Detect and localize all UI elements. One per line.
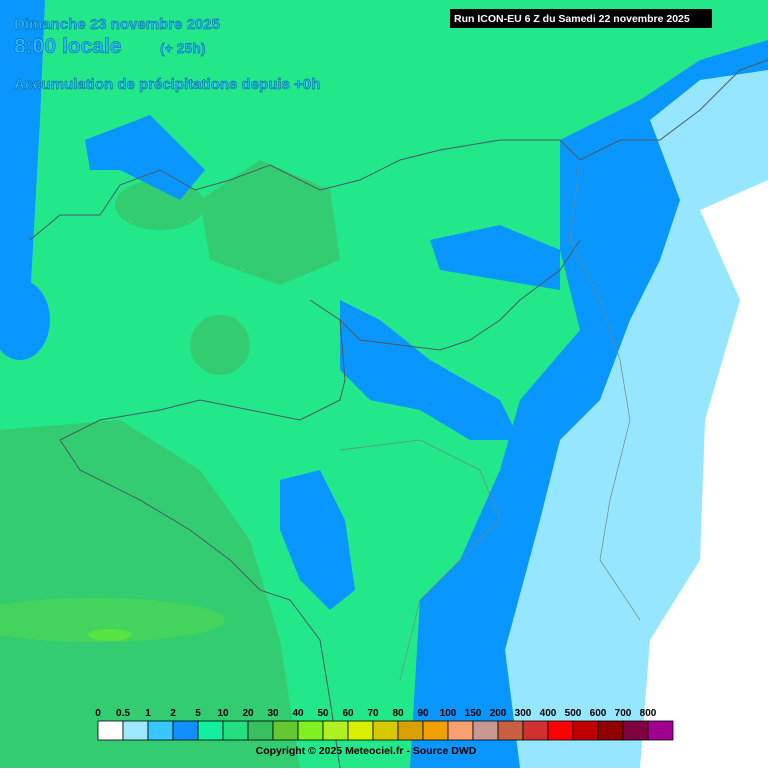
legend-label: 70 <box>367 708 379 719</box>
legend-swatch <box>272 720 299 741</box>
legend-label: 30 <box>267 708 279 719</box>
legend-label: 100 <box>440 708 457 719</box>
legend-label: 800 <box>640 708 657 719</box>
legend-swatch <box>97 720 124 741</box>
legend-label: 5 <box>195 708 201 719</box>
copyright: Copyright © 2025 Meteociel.fr - Source D… <box>256 745 477 757</box>
legend-swatch <box>472 720 499 741</box>
legend-swatch <box>622 720 649 741</box>
legend-swatch <box>147 720 174 741</box>
legend-label: 600 <box>590 708 607 719</box>
border <box>569 159 641 621</box>
legend-label: 20 <box>242 708 254 719</box>
legend-swatch <box>172 720 199 741</box>
legend-swatch <box>397 720 424 741</box>
legend-label: 10 <box>217 708 229 719</box>
legend-swatch <box>572 720 599 741</box>
legend-label: 40 <box>292 708 304 719</box>
legend: 0 0.5 1 2 5 10 20 30 40 50 60 70 80 90 100 150 200 300 400… <box>95 708 674 741</box>
legend-label: 2 <box>170 708 176 719</box>
legend-swatch <box>372 720 399 741</box>
offset: (+ 25h) <box>160 40 206 56</box>
field-10 <box>0 420 300 768</box>
legend-swatch <box>547 720 574 741</box>
subtitle: Accumulation de précipitations depuis +0… <box>14 76 320 93</box>
legend-swatch <box>347 720 374 741</box>
legend-swatch <box>597 720 624 741</box>
legend-label: 1 <box>145 708 151 719</box>
legend-swatch <box>247 720 274 741</box>
legend-label: 0.5 <box>116 708 130 719</box>
legend-swatch <box>522 720 549 741</box>
field-10 <box>200 160 340 285</box>
run-label: Run ICON-EU 6 Z du Samedi 22 novembre 20… <box>454 13 690 25</box>
field-2 <box>0 280 50 360</box>
legend-label: 700 <box>615 708 632 719</box>
legend-swatch <box>197 720 224 741</box>
legend-swatch <box>647 720 674 741</box>
legend-swatch <box>122 720 149 741</box>
run-box <box>450 9 712 28</box>
coastline <box>59 319 346 769</box>
date: Dimanche 23 novembre 2025 <box>14 16 220 33</box>
legend-label: 150 <box>465 708 482 719</box>
field-10 <box>190 315 250 375</box>
legend-label: 90 <box>417 708 429 719</box>
time: 8:00 locale <box>14 35 121 58</box>
border <box>339 439 501 681</box>
field-2 <box>0 0 45 320</box>
field-20 <box>0 598 225 642</box>
legend-swatch <box>497 720 524 741</box>
coastlines <box>29 59 768 769</box>
legend-swatch <box>422 720 449 741</box>
legend-swatch <box>297 720 324 741</box>
legend-label: 50 <box>317 708 329 719</box>
legend-label: 500 <box>565 708 582 719</box>
field-2 <box>280 470 355 610</box>
legend-label: 0 <box>95 708 101 719</box>
legend-swatch <box>222 720 249 741</box>
field-2 <box>340 300 520 440</box>
coastline <box>29 59 768 241</box>
legend-label: 60 <box>342 708 354 719</box>
coastline <box>309 239 581 351</box>
legend-label: 400 <box>540 708 557 719</box>
legend-label: 200 <box>490 708 507 719</box>
legend-label: 300 <box>515 708 532 719</box>
legend-label: 80 <box>392 708 404 719</box>
legend-swatch <box>447 720 474 741</box>
legend-swatch <box>322 720 349 741</box>
field-0 <box>640 180 768 768</box>
field-2 <box>430 225 560 290</box>
